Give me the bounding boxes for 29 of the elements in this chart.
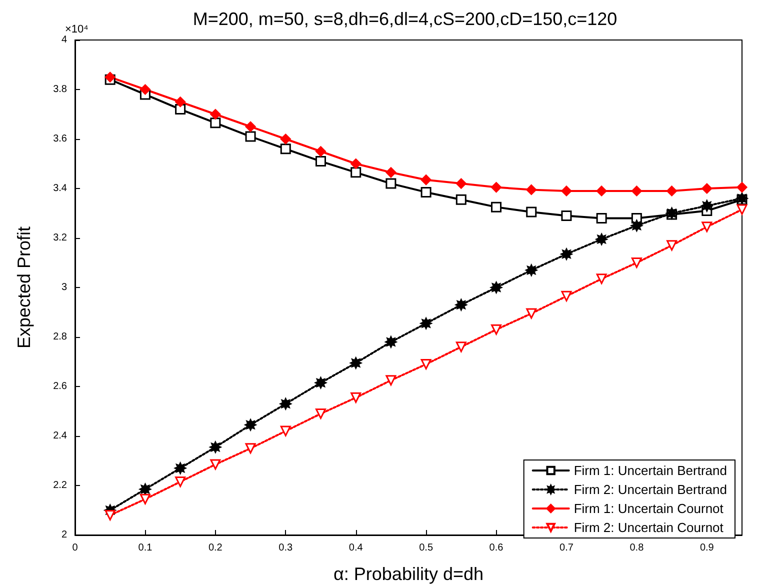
legend-label: Firm 1: Uncertain Cournot	[574, 501, 724, 516]
x-tick-label: 0.7	[560, 542, 574, 554]
y-tick-label: 3.2	[53, 232, 68, 244]
y-tick-label: 2	[61, 530, 68, 540]
y-tick-label: 3.6	[53, 134, 68, 144]
y-tick-label: 3.4	[53, 183, 68, 194]
x-tick-label: 0	[72, 542, 78, 554]
x-tick-label: 0.3	[278, 542, 294, 554]
y-axis-title: Expected Profit	[14, 226, 34, 349]
legend-label: Firm 1: Uncertain Bertrand	[574, 463, 728, 478]
legend-label: Firm 2: Uncertain Cournot	[574, 520, 724, 535]
y-tick-label: 2.6	[53, 381, 68, 392]
y-tick-label: 4	[61, 34, 68, 46]
x-axis-title: α: Probability d=dh	[334, 564, 484, 584]
chart-title: M=200, m=50, s=8,dh=6,dl=4,cS=200,cD=150,c=120	[192, 9, 618, 29]
x-tick-label: 0.6	[489, 542, 504, 554]
x-tick-label: 0.8	[630, 542, 644, 554]
legend-label: Firm 2: Uncertain Bertrand	[574, 482, 728, 497]
y-tick-label: 2.2	[53, 480, 68, 491]
x-tick-label: 0.2	[208, 542, 223, 554]
y-tick-label: 3	[61, 282, 68, 293]
text: ×10⁴	[65, 24, 89, 36]
x-tick-label: 0.1	[138, 542, 153, 554]
y-tick-label: 3.8	[53, 84, 68, 95]
x-tick-label: 0.4	[348, 542, 364, 554]
y-tick-label: 2.4	[53, 430, 68, 442]
y-tick-label: 2.8	[53, 332, 68, 342]
x-tick-label: 0.9	[700, 542, 714, 554]
x-tick-label: 0.5	[419, 542, 434, 554]
